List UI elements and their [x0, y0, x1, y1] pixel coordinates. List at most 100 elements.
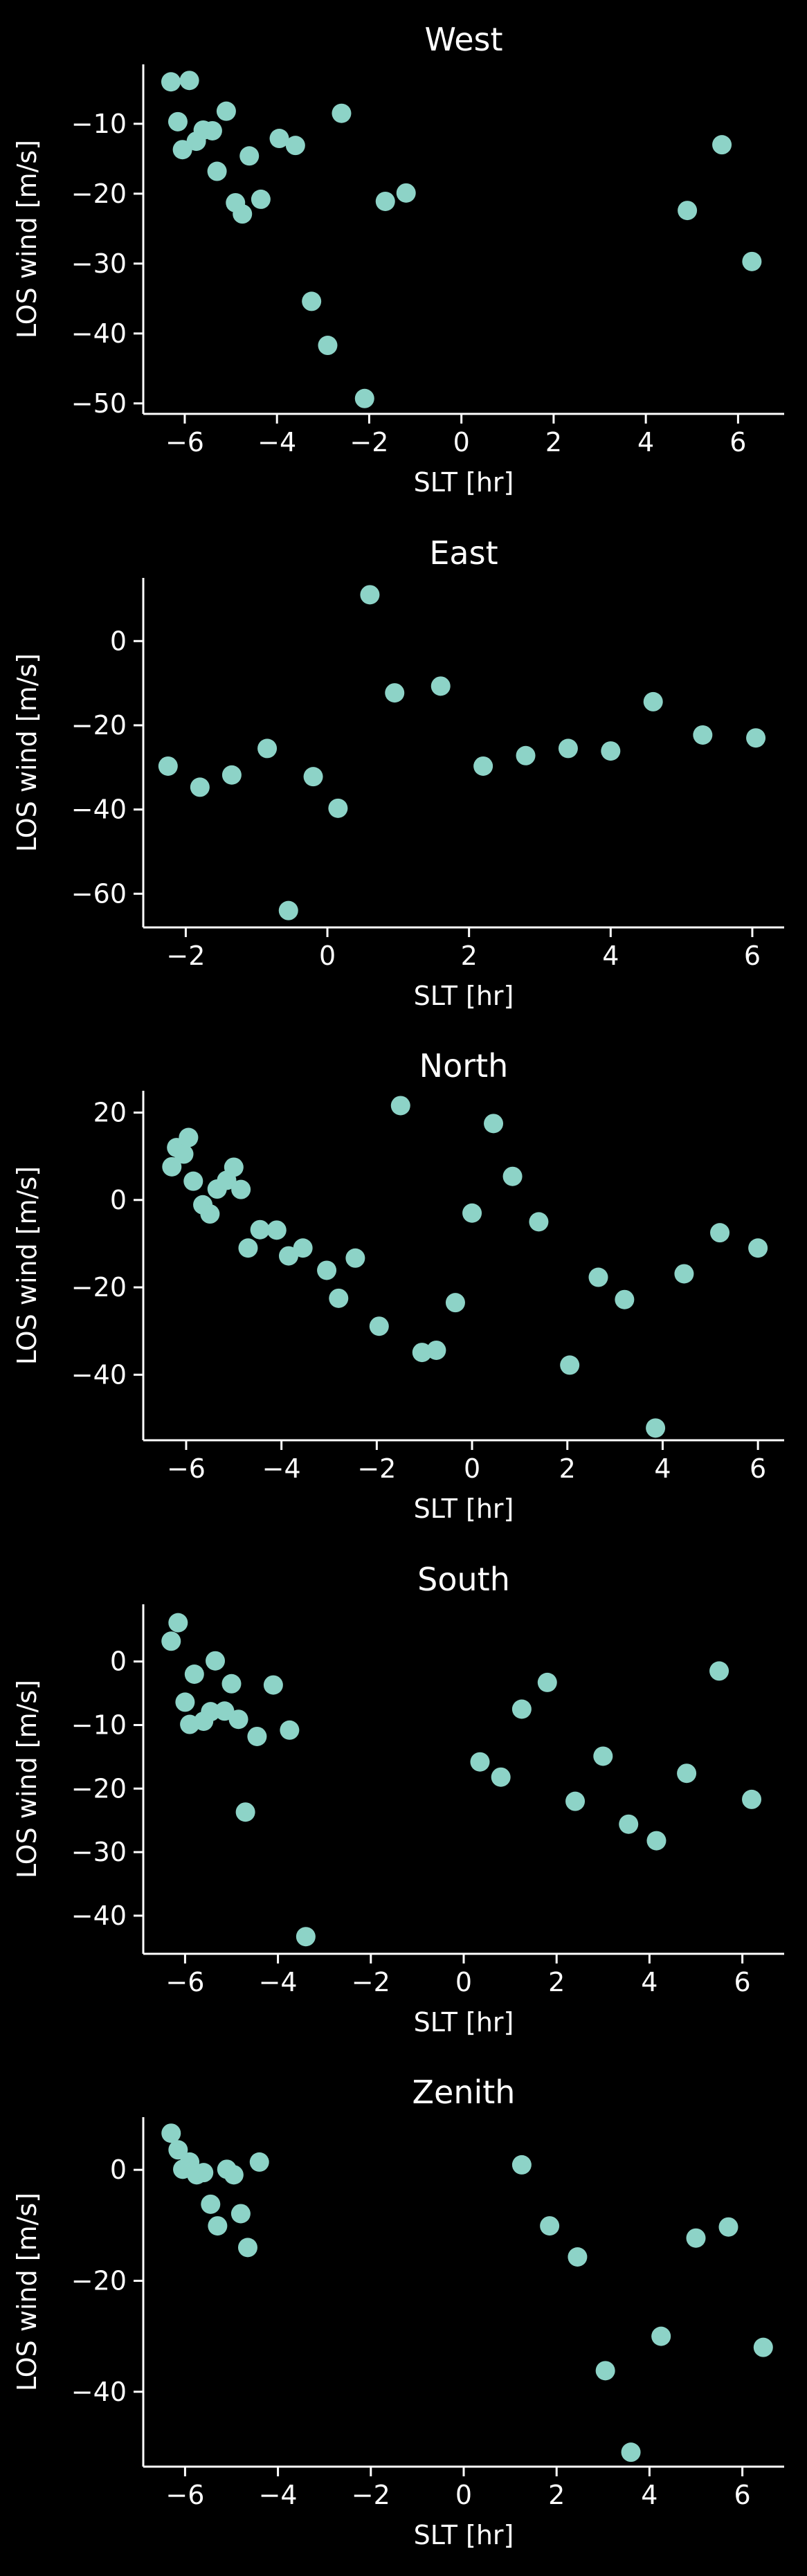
scatter-point: [251, 189, 271, 209]
scatter-point: [621, 2442, 641, 2462]
scatter-point: [167, 111, 188, 131]
scatter-point: [558, 738, 578, 759]
scatter-point: [168, 2140, 188, 2160]
scatter-point: [237, 2238, 257, 2258]
scatter-point: [263, 1675, 283, 1695]
x-axis-label: SLT [hr]: [414, 981, 514, 1011]
scatter-point: [396, 183, 416, 203]
x-tick-label: −6: [167, 1453, 206, 1484]
x-tick-label: 0: [464, 1453, 480, 1484]
scatter-point: [390, 1096, 410, 1116]
scatter-point: [375, 191, 395, 211]
x-tick-label: 0: [319, 941, 336, 971]
x-tick-label: 4: [641, 1967, 658, 1997]
scatter-point: [162, 1157, 182, 1177]
x-axis-label: SLT [hr]: [414, 467, 514, 498]
x-tick-label: 2: [548, 2480, 565, 2510]
scatter-point: [746, 728, 766, 748]
chart-title: West: [424, 21, 502, 58]
scatter-point: [317, 1260, 337, 1280]
scatter-point: [184, 1665, 204, 1684]
scatter-point: [233, 204, 253, 224]
x-tick-label: −4: [262, 1453, 301, 1484]
x-tick-label: 0: [455, 1967, 472, 1997]
scatter-point: [601, 741, 621, 761]
scatter-point: [360, 585, 380, 605]
scatter-point: [540, 2216, 560, 2236]
scatter-point: [216, 101, 236, 121]
scatter-point: [643, 691, 663, 711]
scatter-point: [206, 1651, 226, 1671]
scatter-point: [224, 2165, 244, 2185]
scatter-point: [473, 756, 493, 776]
y-tick-label: −20: [71, 1272, 127, 1303]
scatter-point: [646, 1831, 667, 1851]
scatter-point: [207, 161, 227, 181]
scatter-point: [228, 1709, 248, 1730]
y-tick-label: −50: [71, 388, 127, 419]
scatter-point: [161, 1631, 181, 1651]
x-tick-label: 4: [654, 1453, 671, 1484]
scatter-point: [430, 676, 451, 696]
scatter-point: [742, 251, 762, 271]
scatter-point: [296, 1927, 316, 1947]
scatter-point: [230, 2204, 251, 2224]
scatter-point: [175, 1692, 195, 1712]
x-tick-label: 6: [729, 427, 746, 457]
scatter-point: [200, 1204, 220, 1224]
scatter-point: [565, 1791, 586, 1811]
scatter-point: [593, 1746, 613, 1766]
scatter-point: [332, 103, 352, 123]
x-tick-label: −2: [352, 1967, 390, 1997]
scatter-point: [511, 1699, 532, 1719]
scatter-point: [239, 146, 260, 166]
y-axis-label: LOS wind [m/s]: [12, 653, 42, 852]
y-axis-label: LOS wind [m/s]: [12, 140, 42, 338]
y-tick-label: 20: [93, 1098, 127, 1128]
x-tick-label: 6: [734, 2480, 751, 2510]
scatter-point: [412, 1343, 432, 1363]
scatter-point: [686, 2228, 706, 2248]
scatter-point: [221, 765, 242, 785]
chart-title: Zenith: [412, 2074, 516, 2111]
scatter-point: [502, 1166, 523, 1186]
y-axis-label: LOS wind [m/s]: [12, 2193, 42, 2391]
scatter-point: [710, 1223, 730, 1243]
x-tick-label: 0: [453, 427, 470, 457]
y-tick-label: 0: [110, 1647, 127, 1677]
scatter-point: [537, 1672, 557, 1692]
scatter-point: [646, 1418, 666, 1438]
scatter-point: [303, 767, 323, 787]
y-tick-label: −20: [71, 710, 127, 741]
y-tick-label: −40: [71, 795, 127, 825]
scatter-point: [302, 291, 322, 311]
y-tick-label: −60: [71, 878, 127, 909]
scatter-point: [651, 2326, 671, 2346]
scatter-point: [318, 336, 338, 356]
x-tick-label: 2: [461, 941, 478, 971]
scatter-point: [202, 120, 222, 140]
y-tick-label: −20: [71, 1773, 127, 1804]
scatter-point: [426, 1340, 446, 1360]
x-tick-label: 6: [744, 941, 761, 971]
scatter-point: [568, 2247, 588, 2267]
scatter-point: [329, 1288, 349, 1308]
scatter-point: [293, 1238, 313, 1258]
scatter-point: [194, 2163, 214, 2183]
scatter-point: [269, 129, 289, 149]
y-axis-label: LOS wind [m/s]: [12, 1680, 42, 1878]
scatter-point: [588, 1267, 608, 1287]
x-tick-label: 4: [602, 941, 619, 971]
scatter-point: [678, 201, 698, 221]
scatter-point: [174, 1144, 194, 1164]
scatter-point: [179, 71, 199, 91]
x-tick-label: 2: [559, 1453, 576, 1484]
scatter-point: [753, 2337, 773, 2357]
x-tick-label: 6: [734, 1967, 751, 1997]
scatter-point: [354, 388, 374, 408]
x-tick-label: −2: [350, 427, 388, 457]
x-tick-label: −2: [166, 941, 205, 971]
x-tick-label: −6: [165, 427, 204, 457]
scatter-point: [693, 725, 713, 745]
